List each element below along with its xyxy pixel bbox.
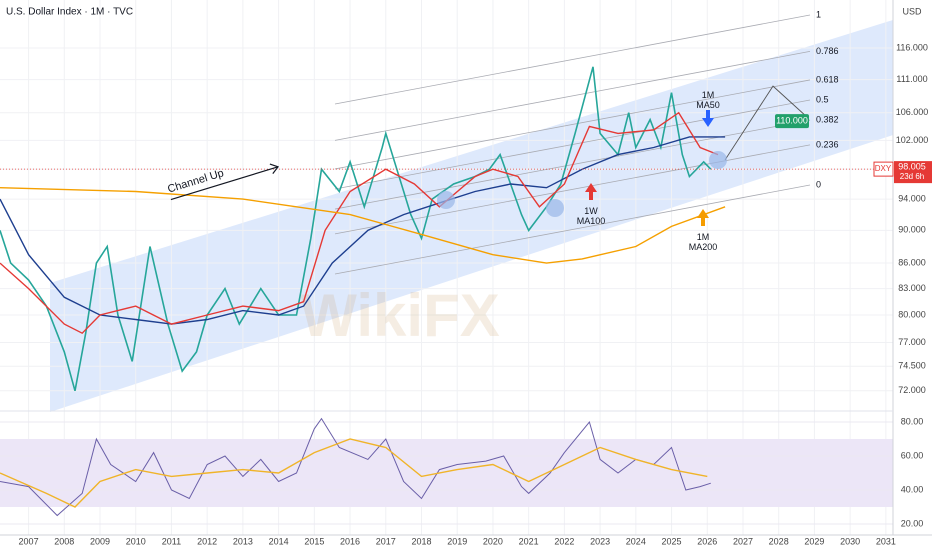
price-tag	[873, 161, 894, 177]
watermark: WikiFX	[300, 282, 499, 349]
last-price: 98.005	[898, 161, 926, 171]
x-tick-label: 2021	[519, 536, 539, 546]
series-line	[0, 136, 726, 325]
target-box	[775, 114, 809, 129]
currency: USD	[902, 6, 922, 16]
x-tick-label: 2019	[447, 536, 467, 546]
x-tick-label: 2007	[19, 536, 39, 546]
x-tick-label: 2016	[340, 536, 360, 546]
fib-label: 1	[816, 9, 821, 19]
series-line	[0, 417, 711, 517]
y-tick-label: 72.000	[898, 385, 926, 395]
y-tick-label: 40.00	[901, 484, 924, 494]
y-tick-label: 102.000	[896, 135, 929, 145]
fib-line	[334, 144, 811, 235]
x-tick-label: 2011	[162, 536, 181, 546]
x-tick-label: 2022	[554, 536, 574, 546]
x-tick-label: 2024	[626, 536, 646, 546]
fib-line	[334, 14, 811, 105]
y-tick-label: 60.00	[901, 450, 924, 460]
y-tick-label: 106.000	[896, 107, 929, 117]
x-tick-label: 2028	[769, 536, 789, 546]
ma-arrow	[697, 209, 709, 226]
y-tick-label: 90.000	[898, 225, 926, 235]
x-tick-label: 2020	[483, 536, 503, 546]
y-tick-label: 83.000	[898, 283, 926, 293]
fib-line	[334, 79, 811, 170]
x-tick-label: 2013	[233, 536, 253, 546]
y-tick-label: 80.00	[901, 416, 924, 426]
y-tick-label: 20.00	[901, 518, 924, 528]
fib-label: 0	[816, 179, 821, 189]
x-tick-label: 2015	[304, 536, 324, 546]
x-tick-label: 2031	[876, 536, 896, 546]
y-tick-label: 94.000	[898, 193, 926, 203]
x-tick-label: 2012	[197, 536, 217, 546]
x-tick-label: 2023	[590, 536, 610, 546]
fib-label: 0.618	[816, 74, 839, 84]
highlight	[546, 199, 564, 217]
projection	[724, 85, 807, 161]
fib-label: 0.786	[816, 46, 839, 56]
x-tick-label: 2027	[733, 536, 753, 546]
fib-line	[334, 50, 811, 141]
annotation-arrow	[170, 166, 279, 201]
y-tick-label: 86.000	[898, 257, 926, 267]
countdown: 23d 6h	[900, 172, 924, 181]
ma-label: 1M MA200	[689, 232, 718, 252]
ma-label: 1M MA50	[696, 90, 720, 110]
fib-label: 0.5	[816, 94, 829, 104]
x-tick-label: 2025	[662, 536, 682, 546]
x-tick-label: 2014	[269, 536, 289, 546]
y-tick-label: 116.000	[896, 42, 928, 52]
y-tick-label: 80.000	[898, 309, 926, 319]
series-line	[0, 438, 708, 508]
rsi-band	[0, 439, 893, 507]
symbol-label: DXY	[875, 164, 892, 173]
x-tick-label: 2018	[411, 536, 431, 546]
highlight	[437, 191, 455, 209]
x-tick-label: 2029	[804, 536, 824, 546]
target-label: 110.000	[776, 115, 808, 125]
fib-line	[334, 184, 811, 275]
fib-label: 0.382	[816, 114, 839, 124]
y-tick-label: 77.000	[898, 337, 926, 347]
price-box	[894, 161, 932, 184]
highlight	[709, 151, 727, 169]
series-line	[0, 187, 726, 264]
x-tick-label: 2017	[376, 536, 396, 546]
title: U.S. Dollar Index · 1M · TVC	[6, 7, 133, 18]
x-tick-label: 2009	[90, 536, 110, 546]
x-tick-label: 2008	[54, 536, 74, 546]
y-tick-label: 74.500	[898, 361, 926, 371]
x-tick-label: 2010	[126, 536, 146, 546]
series-line	[0, 111, 719, 335]
fib-label: 0.236	[816, 139, 839, 149]
ma-arrow	[585, 183, 597, 200]
x-tick-label: 2030	[840, 536, 860, 546]
arrow-head	[269, 163, 280, 175]
grid	[0, 0, 893, 535]
ma-arrow	[702, 110, 714, 127]
y-tick-label: 111.000	[896, 74, 927, 84]
x-tick-label: 2026	[697, 536, 717, 546]
ma-label: 1W MA100	[577, 206, 606, 226]
